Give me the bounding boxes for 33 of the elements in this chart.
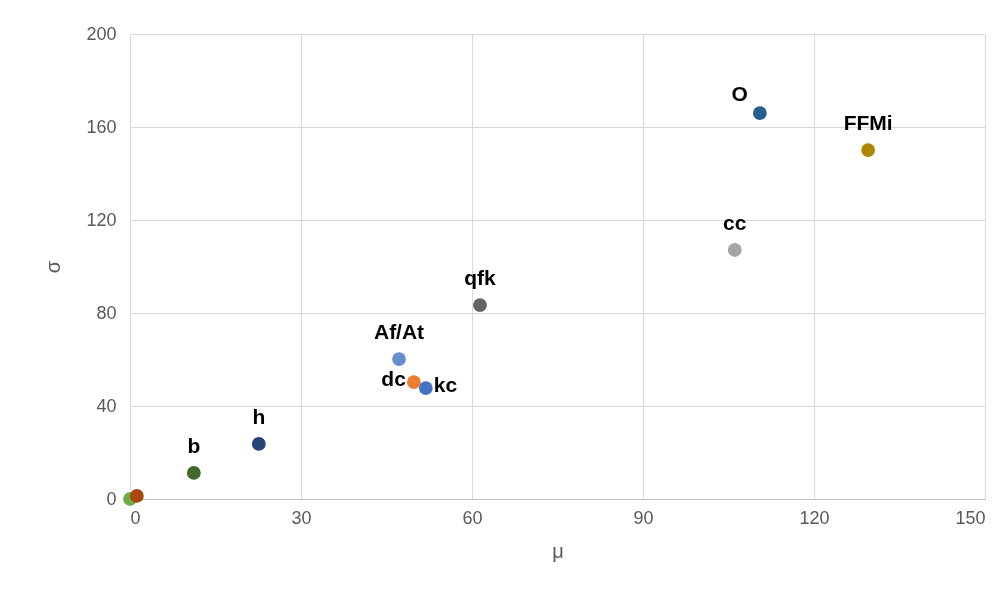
point — [861, 143, 876, 157]
point — [129, 489, 144, 503]
point — [418, 381, 433, 395]
y-tick-label: 0 — [106, 488, 117, 509]
series-label: Af/At — [373, 320, 425, 344]
x-tick-label: 0 — [130, 507, 141, 528]
series-label: h — [252, 404, 266, 428]
series-label: qfk — [464, 266, 497, 290]
y-tick-label: 40 — [96, 395, 117, 416]
series-label: FFMi — [843, 111, 893, 135]
point — [406, 375, 421, 389]
point — [392, 352, 406, 366]
x-tick-label: 90 — [633, 507, 654, 528]
x-tick-label: 60 — [462, 507, 483, 528]
x-axis-title: μ — [552, 539, 564, 562]
point — [727, 243, 742, 257]
x-tick-label: 120 — [799, 507, 830, 528]
y-axis-title: σ — [42, 260, 65, 274]
series-label: kc — [433, 373, 458, 397]
series-label: O — [731, 82, 748, 106]
point — [186, 466, 201, 480]
x-tick-label: 150 — [955, 507, 986, 528]
point — [752, 106, 767, 120]
series-label: b — [187, 433, 201, 457]
y-tick-label: 120 — [86, 209, 117, 230]
series-label: cc — [723, 210, 747, 234]
series-label: dc — [381, 367, 407, 391]
x-tick-label: 30 — [291, 507, 312, 528]
y-tick-label: 160 — [86, 116, 117, 137]
y-tick-label: 80 — [96, 302, 117, 323]
y-tick-label: 200 — [86, 23, 117, 44]
point — [251, 437, 266, 451]
point — [473, 298, 487, 312]
